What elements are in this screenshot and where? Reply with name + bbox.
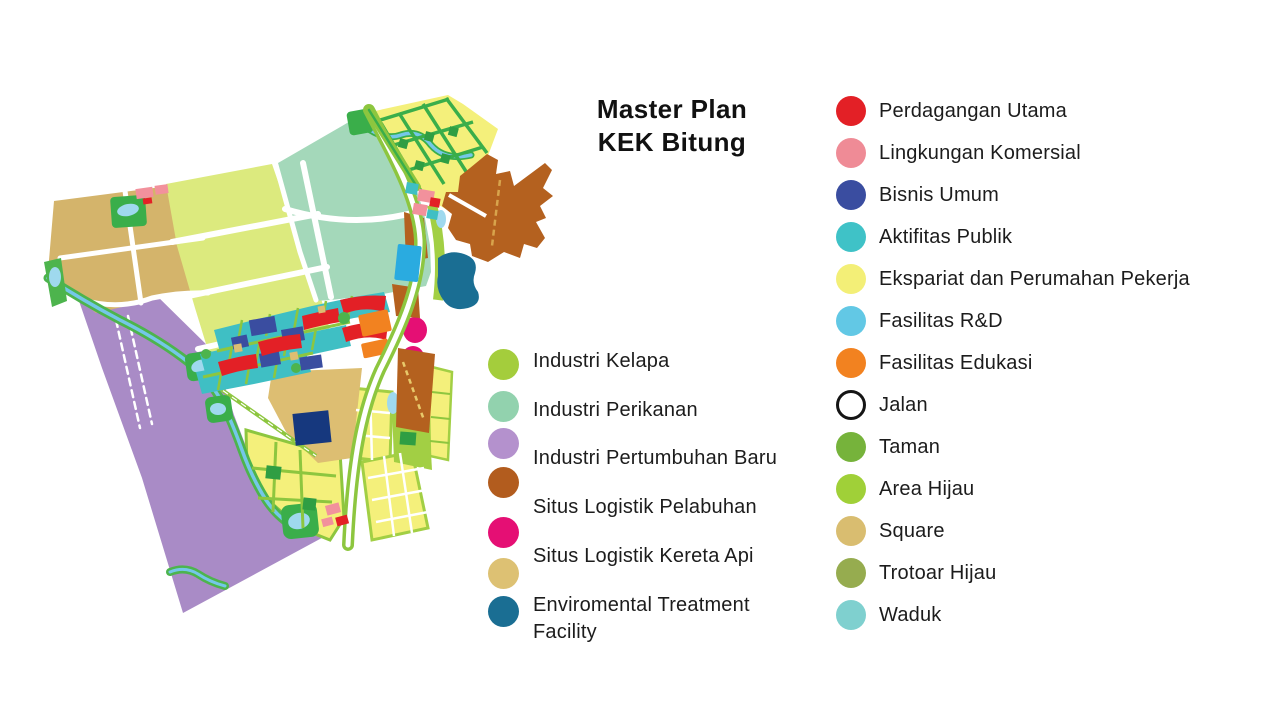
south-parks xyxy=(265,431,417,511)
page-title-line2: KEK Bitung xyxy=(597,127,747,157)
zone-industri-kelapa xyxy=(166,164,333,357)
legend-label: Waduk xyxy=(879,603,942,626)
legend-label: Bisnis Umum xyxy=(879,183,999,206)
legend-label-industri-perikanan: Industri Perikanan xyxy=(533,399,698,421)
legend-swatch-industri-kelapa xyxy=(488,349,519,380)
legend-swatch-logistik-pelabuhan xyxy=(488,467,519,498)
page-title: Master Plan KEK Bitung xyxy=(530,93,814,159)
legend-label: Taman xyxy=(879,435,941,458)
legend-swatch-taman xyxy=(836,432,866,462)
south-commercial-cluster xyxy=(321,502,350,528)
legend-label: Fasilitas Edukasi xyxy=(879,351,1033,374)
legend-swatch-bisnis-umum xyxy=(836,180,866,210)
legend-swatch-area-hijau xyxy=(836,474,866,504)
legend-swatch-logistik-kereta-api xyxy=(488,517,519,548)
band-nodes xyxy=(201,305,350,373)
legend-swatch-industri-pertumbuhan xyxy=(488,428,519,459)
legend-item: Fasilitas Edukasi xyxy=(836,342,1266,384)
legend-label-industri-pertumbuhan: Industri Pertumbuhan Baru xyxy=(533,447,778,469)
legend-label-enviromental: Enviromental Treatment Facility xyxy=(533,594,750,643)
legend-swatch-fasilitas-rnd xyxy=(836,306,866,336)
legend-swatch-industri-perikanan xyxy=(488,391,519,422)
zone-industri-pertumbuhan-baru xyxy=(78,291,331,613)
legend-swatch-lingkungan-komersial xyxy=(836,138,866,168)
legend-swatch-enviromental xyxy=(488,596,519,627)
legend-label: Trotoar Hijau xyxy=(879,561,997,584)
legend-swatch-trotoar-hijau xyxy=(836,558,866,588)
legend-label: Square xyxy=(879,519,945,542)
zone-areas xyxy=(48,95,498,613)
legend-label: Fasilitas R&D xyxy=(879,309,1003,332)
main-arterial-road xyxy=(342,104,427,551)
legend-label: Ekspariat dan Perumahan Pekerja xyxy=(879,267,1190,290)
legend-swatch-fasilitas-edukasi xyxy=(836,348,866,378)
legend-label: Aktifitas Publik xyxy=(879,225,1013,248)
legend-swatch-tan xyxy=(488,558,519,589)
legend-item: Bisnis Umum xyxy=(836,174,1266,216)
legend-swatch-perdagangan-utama xyxy=(836,96,866,126)
junction-commercial-cluster xyxy=(405,182,441,220)
zone-fasilitas-edukasi xyxy=(358,309,392,359)
zone-situs-logistik-pelabuhan xyxy=(442,154,553,262)
legend-item: Lingkungan Komersial xyxy=(836,132,1266,174)
legend-item: Waduk xyxy=(836,594,1266,636)
roads-white xyxy=(47,160,429,430)
page-title-line1: Master Plan xyxy=(596,94,748,124)
legend-item: Perdagangan Utama xyxy=(836,90,1266,132)
legend-swatch-ekspariat xyxy=(836,264,866,294)
legend-item: Taman xyxy=(836,426,1266,468)
legend-label: Area Hijau xyxy=(879,477,975,500)
zone-bisnis-umum-square xyxy=(292,410,332,446)
legend-swatch-aktifitas-publik xyxy=(836,222,866,252)
legend-label-industri-kelapa: Industri Kelapa xyxy=(533,350,670,372)
legend-item: Trotoar Hijau xyxy=(836,552,1266,594)
zone-enviromental-treatment xyxy=(437,252,479,310)
legend-label: Perdagangan Utama xyxy=(879,99,1067,122)
ne-fan-parks xyxy=(397,126,459,172)
legend-item: Aktifitas Publik xyxy=(836,216,1266,258)
legend-item: Fasilitas R&D xyxy=(836,300,1266,342)
legend-label: Jalan xyxy=(879,393,928,416)
legend-swatch-jalan xyxy=(836,390,866,420)
legend-label-logistik-pelabuhan: Situs Logistik Pelabuhan xyxy=(533,496,757,518)
legend-item: Area Hijau xyxy=(836,468,1266,510)
legend-item: Square xyxy=(836,510,1266,552)
waduk-road-median xyxy=(387,392,399,414)
zone-fasilitas-rnd xyxy=(394,244,422,282)
legend-landuse: Perdagangan Utama Lingkungan Komersial B… xyxy=(836,90,1266,636)
legend-item: Ekspariat dan Perumahan Pekerja xyxy=(836,258,1266,300)
legend-item: Jalan xyxy=(836,384,1266,426)
legend-label: Lingkungan Komersial xyxy=(879,141,1081,164)
legend-swatch-square xyxy=(836,516,866,546)
legend-swatch-waduk xyxy=(836,600,866,630)
legend-label-logistik-kereta-api: Situs Logistik Kereta Api xyxy=(533,545,754,567)
